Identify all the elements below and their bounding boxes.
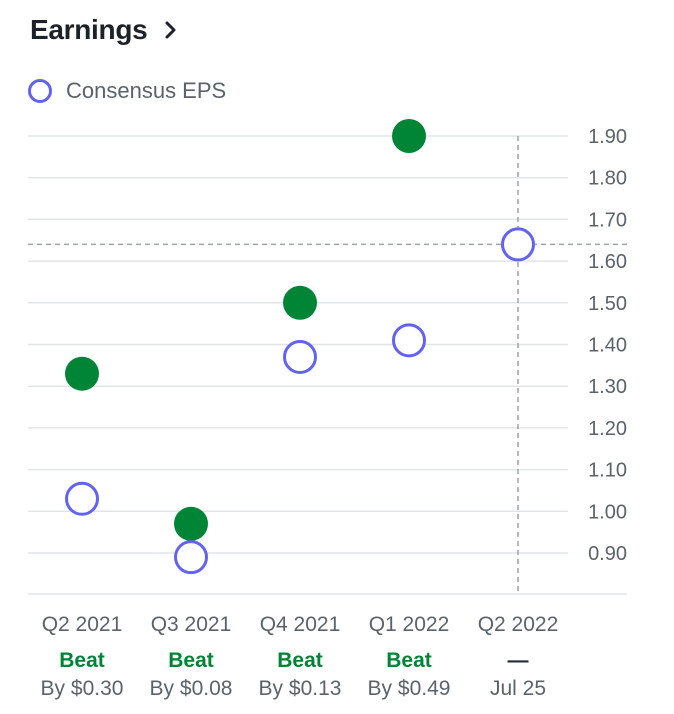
y-tick-label: 1.30 [588, 376, 627, 398]
y-tick-label: 1.70 [588, 209, 627, 231]
result-detail: By $0.13 [258, 677, 342, 700]
y-tick-label: 1.90 [588, 126, 627, 148]
y-tick-label: 1.10 [588, 460, 627, 482]
chevron-right-icon [165, 21, 176, 39]
earnings-header[interactable]: Earnings [30, 14, 181, 46]
earnings-chart: 1.90 1.80 1.70 1.60 1.50 1.40 1.30 1.20 1.10 1.00… [28, 119, 627, 595]
actual-eps-point [283, 285, 317, 320]
consensus-eps-point [65, 481, 99, 516]
consensus-eps-point [392, 323, 426, 358]
x-category-column: Q3 2021 Beat By $0.08 [131, 612, 251, 702]
x-category-column: Q2 2021 Beat By $0.30 [22, 612, 142, 702]
result-status: Beat [386, 649, 432, 672]
result-status: Beat [168, 649, 214, 672]
x-tick-label: Q2 2021 [41, 613, 123, 636]
actual-eps-point [174, 506, 208, 541]
result-detail: Jul 25 [489, 677, 547, 700]
chart-legend: Consensus EPS [28, 78, 226, 104]
page-title: Earnings [30, 14, 148, 45]
y-tick-label: 1.50 [588, 293, 627, 315]
actual-eps-point [65, 356, 99, 391]
x-tick-label: Q2 2022 [477, 613, 559, 636]
y-tick-label: 1.60 [588, 251, 627, 273]
actual-eps-point [392, 119, 426, 153]
x-category-column: Q1 2022 Beat By $0.49 [349, 612, 469, 702]
x-tick-label: Q3 2021 [150, 613, 232, 636]
consensus-eps-point [174, 540, 208, 575]
result-status: — [507, 649, 529, 672]
y-tick-label: 1.00 [588, 501, 627, 523]
result-status: Beat [277, 649, 323, 672]
y-tick-label: 0.90 [588, 543, 627, 565]
x-tick-label: Q4 2021 [259, 613, 341, 636]
result-detail: By $0.30 [40, 677, 124, 700]
consensus-eps-point [283, 340, 317, 375]
x-category-column: Q4 2021 Beat By $0.13 [240, 612, 360, 702]
result-detail: By $0.08 [149, 677, 233, 700]
consensus-legend-marker [28, 79, 52, 103]
y-tick-label: 1.80 [588, 168, 627, 190]
consensus-eps-point [501, 227, 535, 262]
legend-label: Consensus EPS [66, 78, 227, 103]
y-tick-label: 1.40 [588, 335, 627, 357]
result-status: Beat [59, 649, 105, 672]
result-detail: By $0.49 [367, 677, 451, 700]
y-tick-label: 1.20 [588, 418, 627, 440]
x-category-column: Q2 2022 — Jul 25 [458, 612, 578, 702]
x-tick-label: Q1 2022 [368, 613, 450, 636]
